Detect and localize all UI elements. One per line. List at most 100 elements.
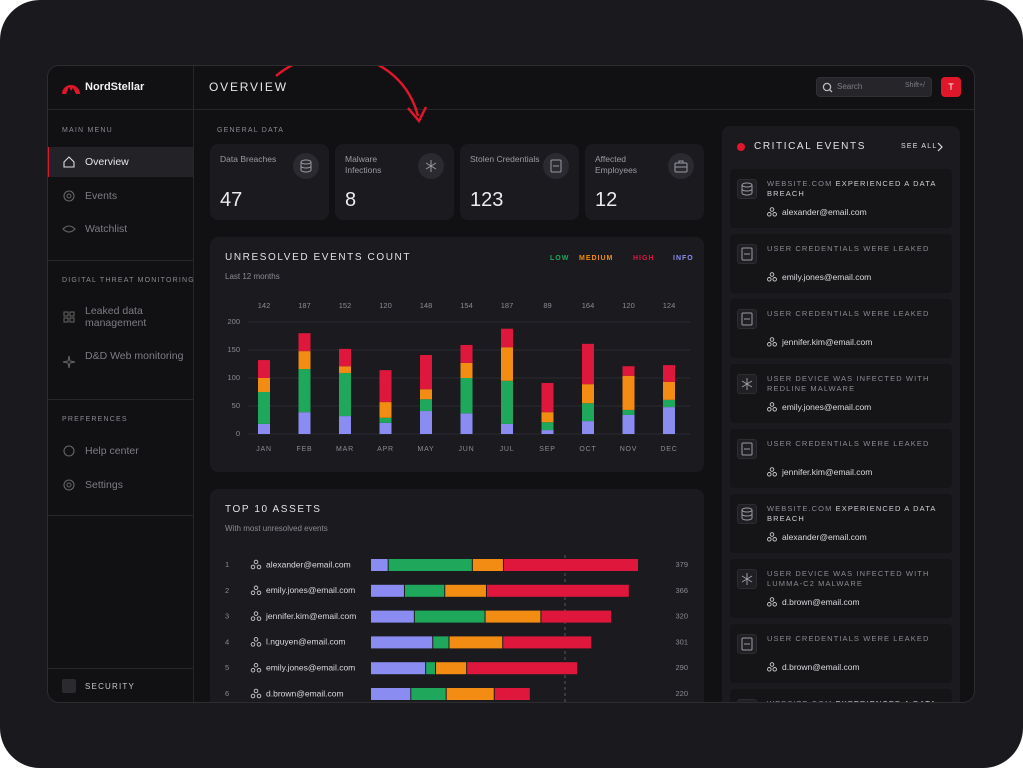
menu-item[interactable]: Watchlist <box>85 223 128 235</box>
event-text: USER CREDENTIALS WERE LEAKED <box>767 244 930 253</box>
event-user: d.brown@email.com <box>782 597 860 607</box>
card-icon-glyph <box>674 160 688 173</box>
app-window: NordStellar OVERVIEW Search Shift+/ T GE… <box>47 65 975 703</box>
event-icon <box>737 309 757 329</box>
card-label: Data Breaches <box>220 154 277 164</box>
stat-card: Data Breaches 47 <box>210 144 329 220</box>
chart-title: UNRESOLVED EVENTS COUNT <box>225 252 412 263</box>
search-icon <box>822 82 833 93</box>
event-title: USER CREDENTIALS WERE LEAKED <box>767 309 947 319</box>
search-shortcut: Shift+/ <box>904 82 925 89</box>
event-item[interactable]: USER CREDENTIALS WERE LEAKED emily.jones@… <box>730 234 952 293</box>
separator <box>48 399 193 400</box>
event-source: WEBSITE.COM <box>767 179 833 188</box>
card-icon <box>418 153 444 179</box>
user-icon <box>767 597 777 607</box>
card-icon <box>293 153 319 179</box>
event-item[interactable]: USER DEVICE WAS INFECTED WITH REDLINE MA… <box>730 364 952 423</box>
menu-icon <box>62 355 76 369</box>
separator <box>48 260 193 261</box>
event-title: USER CREDENTIALS WERE LEAKED <box>767 439 947 449</box>
search-box[interactable]: Search Shift+/ <box>816 77 932 97</box>
event-source: WEBSITE.COM <box>767 504 833 513</box>
stat-card: Stolen Credentials 123 <box>460 144 579 220</box>
menu-icon <box>62 225 76 233</box>
event-user: jennifer.kim@email.com <box>782 467 873 477</box>
critical-dot <box>737 143 745 151</box>
event-icon <box>737 439 757 459</box>
card-icon-glyph <box>550 159 562 173</box>
event-title: USER CREDENTIALS WERE LEAKED <box>767 634 947 644</box>
user-icon <box>767 467 777 477</box>
event-user: jennifer.kim@email.com <box>782 337 873 347</box>
event-user: emily.jones@email.com <box>782 272 872 282</box>
menu-icon <box>63 156 75 168</box>
event-item[interactable]: WEBSITE.COM EXPERIENCED A DATA BREACHale… <box>730 689 952 703</box>
chart-subtitle: With most unresolved events <box>225 524 328 533</box>
see-all[interactable]: SEE ALL <box>901 143 938 150</box>
card-value: 123 <box>470 189 504 211</box>
event-icon <box>737 374 757 394</box>
search-placeholder: Search <box>837 82 863 91</box>
logo-icon <box>62 85 80 94</box>
event-icon-glyph <box>741 573 753 585</box>
event-icon-glyph <box>741 442 753 456</box>
avatar[interactable]: T <box>941 77 961 97</box>
event-text: USER DEVICE WAS INFECTED WITH LUMMA-C2 M… <box>767 569 930 588</box>
stat-card: Affected Employees 12 <box>585 144 704 220</box>
event-user: alexander@email.com <box>782 207 867 217</box>
event-source: WEBSITE.COM <box>767 699 832 702</box>
event-item[interactable]: USER CREDENTIALS WERE LEAKED d.brown@emai… <box>730 624 952 683</box>
event-icon-glyph <box>741 247 753 261</box>
sidebar-footer[interactable]: SECURITY <box>85 682 136 691</box>
event-text: EXPERIENCED A DATA BREACH <box>767 504 937 523</box>
events-panel <box>210 237 704 472</box>
card-value: 8 <box>345 189 357 211</box>
menu-item[interactable]: Help center <box>85 445 139 457</box>
card-icon <box>543 153 569 179</box>
user-icon <box>767 532 777 542</box>
menu-item[interactable]: D&D Web monitoring <box>85 350 184 362</box>
event-title: WEBSITE.COM EXPERIENCED A DATA BREACH <box>767 699 947 702</box>
event-icon <box>737 244 757 264</box>
event-icon-glyph <box>738 700 756 703</box>
separator <box>48 109 193 110</box>
assets-panel <box>210 489 704 702</box>
event-item[interactable]: USER CREDENTIALS WERE LEAKED jennifer.kim… <box>730 429 952 488</box>
card-value: 47 <box>220 189 243 211</box>
event-user: emily.jones@email.com <box>782 402 872 412</box>
event-item[interactable]: WEBSITE.COM EXPERIENCED A DATA BREACH ale… <box>730 169 952 228</box>
menu-icon <box>63 479 75 491</box>
menu-section-title: DIGITAL THREAT MONITORING <box>62 277 195 284</box>
menu-item[interactable]: Overview <box>85 156 129 168</box>
menu-icon <box>63 190 75 202</box>
event-icon <box>737 699 757 703</box>
event-item[interactable]: USER DEVICE WAS INFECTED WITH LUMMA-C2 M… <box>730 559 952 618</box>
menu-item[interactable]: Events <box>85 190 118 202</box>
card-icon-glyph <box>425 160 437 172</box>
event-item[interactable]: USER CREDENTIALS WERE LEAKED jennifer.kim… <box>730 299 952 358</box>
user-icon <box>767 272 777 282</box>
event-title: USER DEVICE WAS INFECTED WITH LUMMA-C2 M… <box>767 569 947 589</box>
event-user: d.brown@email.com <box>782 662 860 672</box>
separator <box>48 515 193 516</box>
event-text: EXPERIENCED A DATA BREACH <box>767 179 937 198</box>
menu-item[interactable]: Leaked data management <box>85 305 147 329</box>
user-icon <box>767 337 777 347</box>
user-icon <box>767 207 777 217</box>
menu-item[interactable]: Settings <box>85 479 123 491</box>
chart-subtitle: Last 12 months <box>225 272 280 281</box>
event-icon <box>737 179 757 199</box>
app-content: NordStellar OVERVIEW Search Shift+/ T GE… <box>48 66 974 703</box>
event-text: USER CREDENTIALS WERE LEAKED <box>767 309 930 318</box>
stat-card: Malware Infections 8 <box>335 144 454 220</box>
critical-title: CRITICAL EVENTS <box>754 141 866 152</box>
menu-icon <box>63 311 75 323</box>
event-title: USER DEVICE WAS INFECTED WITH REDLINE MA… <box>767 374 947 394</box>
page-title: OVERVIEW <box>209 80 288 94</box>
chart-title: TOP 10 ASSETS <box>225 504 322 515</box>
event-title: WEBSITE.COM EXPERIENCED A DATA BREACH <box>767 504 947 524</box>
event-icon-glyph <box>741 637 753 651</box>
